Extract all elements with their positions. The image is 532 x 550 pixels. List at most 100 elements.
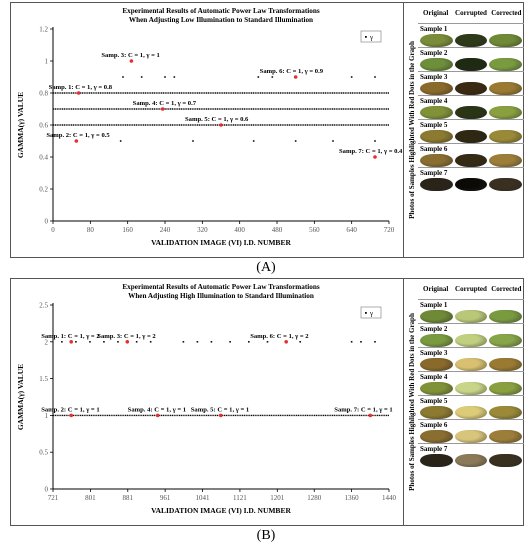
x-tick-label: 80	[87, 226, 95, 234]
data-point	[252, 140, 255, 142]
data-point	[332, 140, 334, 142]
leaf-photo	[454, 58, 488, 71]
x-tick-label: 881	[123, 494, 134, 502]
data-point	[192, 140, 194, 142]
y-tick-label: 2	[45, 338, 49, 346]
leaf-photo	[489, 454, 523, 467]
leaf-photo	[420, 310, 453, 323]
x-tick-label: 480	[272, 226, 283, 234]
highlight-point	[160, 107, 165, 111]
data-point	[182, 341, 185, 343]
column-header: Corrected	[491, 285, 522, 293]
side-title-text: Photos of Samples Highlighted With Red D…	[408, 41, 416, 219]
data-point	[299, 341, 302, 343]
column-header: Corrected	[491, 9, 522, 17]
y-axis-label: GAMMA(γ) VALUE	[16, 364, 25, 430]
sample-label: Sample 5	[420, 121, 448, 129]
leaf-photo	[489, 130, 523, 143]
x-tick-label: 160	[122, 226, 133, 234]
sample-photos-b: Photos of Samples Highlighted With Red D…	[403, 279, 524, 525]
highlight-point	[76, 91, 81, 95]
leaf-photo	[489, 34, 523, 47]
data-point	[89, 341, 91, 343]
side-title-a: Photos of Samples Highlighted With Red D…	[408, 41, 416, 219]
sample-row: Sample 4	[418, 371, 524, 395]
y-tick-label: 1	[45, 412, 49, 420]
data-point	[257, 76, 260, 78]
leaf-photo	[454, 178, 488, 191]
leaf-photo	[420, 454, 453, 467]
highlight-point	[74, 139, 79, 143]
legend-label: γ	[369, 310, 373, 318]
highlight-label: Samp. 7: C = 1, γ = 1	[334, 406, 392, 413]
panel-b: Experimental Results of Automatic Power …	[10, 278, 524, 526]
leaf-photo	[454, 454, 488, 467]
highlight-label: Samp. 5: C = 1, γ = 0.6	[185, 116, 249, 123]
photo-grid-b: Original Corrupted Corrected Sample 1 Sample…	[418, 279, 524, 525]
x-tick-label: 801	[85, 494, 96, 502]
chart-title: Experimental Results of Automatic Power …	[122, 7, 319, 15]
leaf-photo	[454, 406, 488, 419]
x-tick-label: 720	[384, 226, 395, 234]
highlight-label: Samp. 2: C = 1, γ = 0.5	[46, 132, 110, 139]
sample-row: Sample 1	[418, 23, 524, 47]
panel-label-a: (A)	[256, 260, 276, 275]
y-tick-label: 0	[45, 218, 49, 226]
highlight-point	[373, 155, 377, 159]
highlight-point	[218, 413, 223, 418]
leaf-photo	[420, 82, 453, 95]
photo-grid-a: Original Corrupted Corrected Sample 1 Sample…	[418, 3, 524, 257]
chart-subtitle: When Adjusting Low Illumination to Stand…	[129, 16, 313, 24]
x-tick-label: 240	[160, 226, 171, 234]
y-tick-label: 0	[45, 486, 49, 494]
highlight-label: Samp. 3: C = 1, γ = 2	[97, 333, 156, 340]
column-header: Original	[423, 285, 449, 293]
legend-box	[360, 30, 382, 43]
y-tick-label: 1	[45, 58, 49, 66]
leaf-photo	[489, 406, 523, 419]
x-tick-label: 0	[51, 226, 55, 234]
x-tick-label: 560	[309, 226, 320, 234]
highlight-label: Samp. 4: C = 1, γ = 0.7	[133, 100, 197, 107]
leaf-photo	[489, 106, 523, 119]
sample-label: Sample 4	[420, 373, 448, 381]
leaf-photo	[454, 430, 488, 443]
data-point	[149, 341, 152, 343]
leaf-photo	[420, 358, 453, 371]
sample-row: Sample 3	[418, 347, 524, 371]
data-point	[122, 76, 124, 78]
data-point	[103, 341, 105, 343]
leaf-photo	[454, 82, 488, 95]
sample-label: Sample 5	[420, 397, 448, 405]
data-point	[374, 140, 376, 142]
data-point	[229, 341, 231, 343]
leaf-photo	[454, 358, 488, 371]
data-point	[135, 341, 138, 343]
chart-low-illumination: Experimental Results of Automatic Power …	[16, 7, 403, 247]
leaf-photo	[420, 430, 453, 443]
data-point	[360, 341, 362, 343]
leaf-photo	[454, 334, 488, 347]
column-header: Original	[423, 9, 449, 17]
sample-row: Sample 5	[418, 395, 524, 419]
data-point	[374, 76, 376, 78]
chart-high-illumination: Experimental Results of Automatic Power …	[16, 283, 397, 515]
sample-label: Sample 7	[420, 169, 448, 177]
leaf-photo	[454, 382, 488, 395]
x-axis-label: VALIDATION IMAGE (VI) I.D. NUMBER	[151, 506, 291, 515]
x-tick-label: 400	[234, 226, 245, 234]
data-point	[266, 341, 269, 343]
highlight-label: Samp. 6: C = 1, γ = 0.9	[260, 68, 324, 75]
highlight-label: Samp. 6: C = 1, γ = 2	[250, 333, 309, 340]
data-point	[119, 140, 122, 142]
x-axis-label: VALIDATION IMAGE (VI) I.D. NUMBER	[151, 238, 291, 247]
data-point	[173, 76, 176, 78]
x-tick-label: 1121	[233, 494, 247, 502]
y-tick-label: 2.5	[39, 302, 48, 310]
leaf-photo	[489, 310, 523, 323]
sample-label: Sample 3	[420, 349, 448, 357]
leaf-photo	[489, 178, 523, 191]
highlight-label: Samp. 7: C = 1, γ = 0.4	[339, 148, 403, 155]
x-tick-label: 1360	[345, 494, 360, 502]
x-tick-label: 1280	[307, 494, 322, 502]
